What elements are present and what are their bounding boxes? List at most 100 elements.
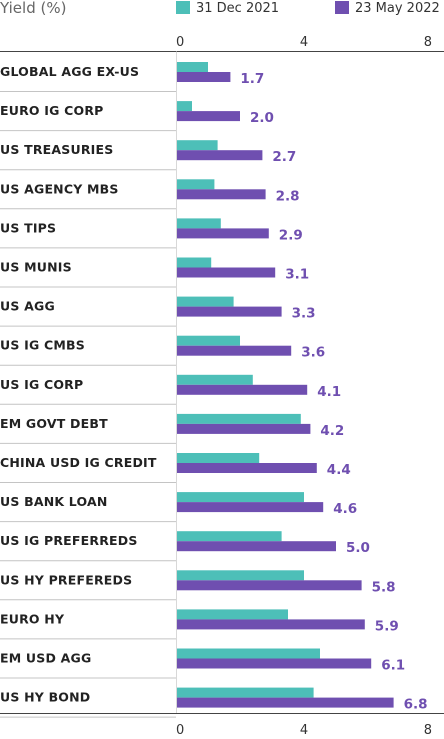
bar-dec-2021 (176, 531, 282, 542)
category-label: US TREASURIES (0, 142, 113, 157)
chart-row: US IG CORP 4.1 (0, 374, 341, 405)
value-label: 6.1 (381, 658, 405, 674)
chart-row: CHINA USD IG CREDIT 4.4 (0, 453, 351, 483)
bottom-tick-label: 4 (300, 723, 308, 738)
category-label: EM GOVT DEBT (0, 416, 108, 431)
bottom-axis: 0 4 8 (0, 713, 444, 738)
category-label: GLOBAL AGG EX-US (0, 64, 139, 79)
bar-dec-2021 (176, 492, 304, 503)
top-tick-label: 0 (176, 35, 184, 50)
bar-dec-2021 (176, 648, 320, 659)
category-label: US AGENCY MBS (0, 181, 119, 196)
bar-dec-2021 (176, 570, 304, 581)
chart-row: US TREASURIES 2.7 (0, 140, 296, 171)
bar-may-2022 (176, 697, 394, 708)
value-label: 4.1 (317, 384, 341, 400)
chart-row: US AGG 3.3 (0, 296, 316, 327)
value-label: 2.9 (279, 227, 303, 243)
bar-may-2022 (176, 658, 372, 669)
category-label: US TIPS (0, 220, 56, 235)
bar-dec-2021 (176, 609, 288, 620)
chart-row: EURO HY 5.9 (0, 609, 399, 640)
category-label: EURO HY (0, 611, 65, 626)
category-label: US MUNIS (0, 260, 72, 275)
top-axis: 0 4 8 (0, 35, 444, 52)
bar-may-2022 (176, 189, 266, 200)
category-label: CHINA USD IG CREDIT (0, 455, 157, 470)
bar-may-2022 (176, 111, 240, 122)
bar-dec-2021 (176, 687, 314, 698)
value-label: 4.2 (320, 423, 344, 439)
bar-may-2022 (176, 72, 231, 82)
value-label: 3.3 (292, 306, 316, 322)
chart-row: US HY PREFEREDS 5.8 (0, 570, 396, 601)
bar-may-2022 (176, 384, 308, 395)
bar-may-2022 (176, 619, 365, 630)
bar-may-2022 (176, 306, 282, 317)
value-label: 2.7 (272, 149, 296, 165)
category-label: US IG CMBS (0, 338, 85, 353)
category-label: US IG PREFERREDS (0, 533, 138, 548)
bar-may-2022 (176, 345, 292, 356)
bottom-tick-label: 0 (176, 723, 184, 738)
value-label: 6.8 (404, 697, 428, 713)
bar-dec-2021 (176, 218, 221, 229)
bar-dec-2021 (176, 257, 212, 268)
legend-label-may-2022: 23 May 2022 (355, 1, 440, 16)
category-label: US AGG (0, 299, 55, 314)
value-label: 3.1 (285, 267, 309, 283)
category-label: EM USD AGG (0, 651, 91, 666)
chart-rows: GLOBAL AGG EX-US 1.7 EURO IG CORP 2.0 US TRE… (0, 51, 428, 718)
category-label: US HY PREFEREDS (0, 572, 132, 587)
bar-may-2022 (176, 267, 276, 278)
bar-dec-2021 (176, 413, 301, 424)
bar-dec-2021 (176, 140, 218, 151)
value-label: 5.0 (346, 540, 370, 556)
bar-may-2022 (176, 463, 317, 473)
value-label: 2.8 (276, 188, 300, 204)
top-tick-label: 8 (424, 35, 432, 50)
bar-may-2022 (176, 580, 362, 591)
legend-swatch-dec-2021 (176, 1, 190, 14)
bottom-tick-label: 8 (424, 723, 432, 738)
chart-row: GLOBAL AGG EX-US 1.7 (0, 62, 264, 92)
chart-row: EURO IG CORP 2.0 (0, 101, 274, 132)
value-label: 5.8 (372, 579, 396, 595)
chart-row: US MUNIS 3.1 (0, 257, 309, 288)
value-label: 4.6 (333, 501, 357, 517)
bar-dec-2021 (176, 179, 215, 190)
value-label: 5.9 (375, 618, 399, 634)
bar-may-2022 (176, 502, 324, 513)
legend-label-dec-2021: 31 Dec 2021 (196, 1, 279, 16)
chart-row: US IG PREFERREDS 5.0 (0, 531, 370, 562)
top-tick-label: 4 (300, 35, 308, 50)
bar-dec-2021 (176, 296, 234, 307)
value-label: 1.7 (240, 71, 264, 87)
value-label: 4.4 (327, 462, 351, 478)
chart-title: Yield (%) (0, 0, 66, 17)
value-label: 2.0 (250, 110, 274, 126)
chart-row: US TIPS 2.9 (0, 218, 303, 249)
bar-may-2022 (176, 150, 263, 161)
bar-may-2022 (176, 228, 269, 239)
chart-row: US AGENCY MBS 2.8 (0, 179, 300, 210)
chart-row: US HY BOND 6.8 (0, 687, 428, 718)
category-label: US BANK LOAN (0, 494, 108, 509)
chart-row: US IG CMBS 3.6 (0, 335, 325, 366)
bar-dec-2021 (176, 101, 192, 112)
bar-may-2022 (176, 423, 311, 434)
chart-row: US BANK LOAN 4.6 (0, 492, 357, 523)
chart-row: EM USD AGG 6.1 (0, 648, 405, 679)
category-label: US IG CORP (0, 377, 83, 392)
bar-dec-2021 (176, 62, 208, 72)
chart-row: EM GOVT DEBT 4.2 (0, 413, 344, 444)
bar-dec-2021 (176, 374, 253, 385)
bar-dec-2021 (176, 453, 260, 463)
bar-dec-2021 (176, 335, 240, 346)
value-label: 3.6 (301, 345, 325, 361)
category-label: US HY BOND (0, 690, 90, 705)
category-label: EURO IG CORP (0, 103, 104, 118)
bar-may-2022 (176, 541, 336, 552)
legend-swatch-may-2022 (335, 1, 349, 14)
